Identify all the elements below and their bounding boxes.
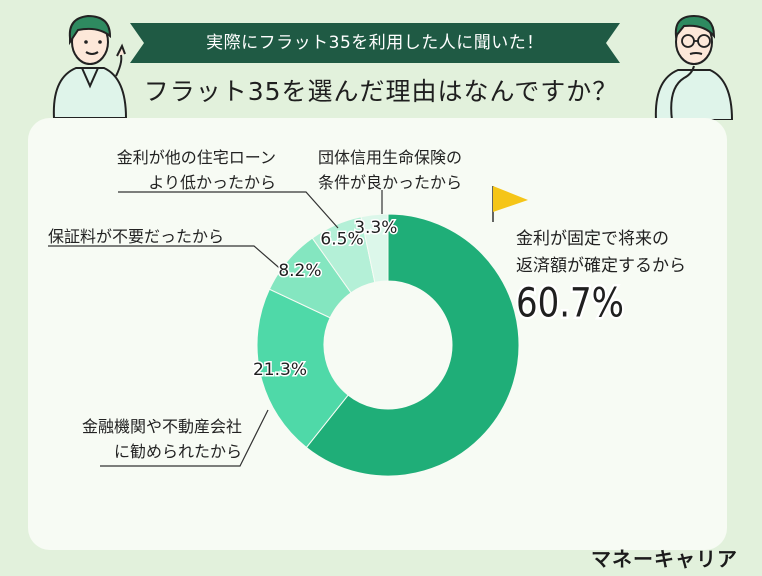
label-danshin: 団体信用生命保険の 条件が良かったから: [318, 145, 462, 195]
slice-value-label-2: 8.2%: [278, 261, 321, 281]
flag-icon: [492, 186, 528, 222]
label-danshin-line1: 団体信用生命保険の: [318, 148, 463, 167]
slice-value-label-3: 6.5%: [320, 230, 363, 250]
label-kinri-hikui-line2: より低かったから: [148, 173, 276, 192]
leader-line-hoshoryo: [48, 245, 285, 273]
donut-slice-4: [360, 213, 389, 283]
banner-ribbon: [130, 23, 620, 63]
brand-logo: マネーキャリア: [591, 547, 738, 571]
label-susume-line1: 金融機関や不動産会社: [81, 417, 242, 436]
leader-line-kinri-hikui: [118, 191, 339, 229]
slice-value-label-1: 21.3%: [253, 360, 307, 380]
label-hoshoryo: 保証料が不要だったから: [48, 224, 224, 249]
leader-line-susume: [100, 409, 269, 467]
label-kinri-hikui: 金利が他の住宅ローン より低かったから: [96, 145, 276, 195]
label-main-reason: 金利が固定で将来の 返済額が確定するから: [516, 226, 686, 280]
person-left-illustration: [52, 14, 128, 118]
label-main-line2: 返済額が確定するから: [516, 256, 686, 276]
header-banner: 実際にフラット35を利用した人に聞いた！: [130, 23, 620, 63]
banner-text: 実際にフラット35を利用した人に聞いた！: [206, 33, 544, 53]
label-hoshoryo-line1: 保証料が不要だったから: [48, 227, 225, 246]
chart-title: フラット35を選んだ理由はなんですか？: [143, 77, 619, 106]
person-right-illustration: [654, 14, 734, 120]
label-danshin-line2: 条件が良かったから: [318, 173, 463, 192]
label-susume-line2: に勧められたから: [113, 442, 242, 461]
label-main-line1: 金利が固定で将来の: [516, 229, 669, 249]
slice-value-label-4: 3.3%: [354, 218, 397, 238]
chart-panel: [28, 118, 727, 550]
leader-lines: [48, 190, 383, 467]
donut-slice-0: [305, 213, 520, 477]
label-susume: 金融機関や不動産会社 に勧められたから: [64, 414, 242, 464]
donut-slice-1: [256, 288, 349, 449]
slice-value-label-0: 60.7%: [516, 280, 624, 326]
label-kinri-hikui-line1: 金利が他の住宅ローン: [116, 148, 276, 167]
